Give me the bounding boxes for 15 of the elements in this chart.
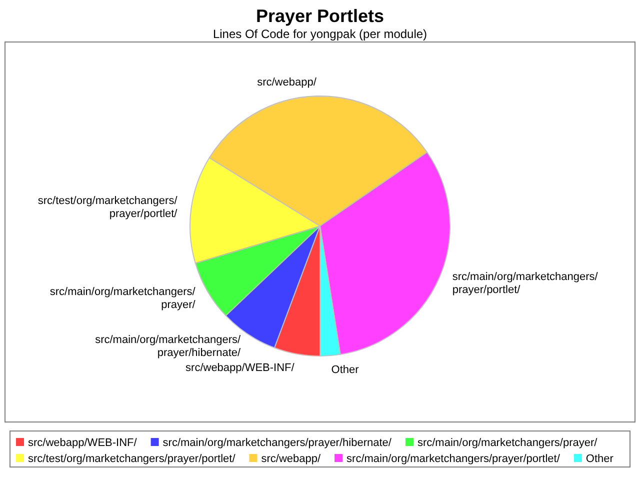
legend-label: src/main/org/marketchangers/prayer/ [417,437,598,449]
slice-label: src/webapp/ [257,76,318,89]
chart-subtitle: Lines Of Code for yongpak (per module) [212,27,428,41]
legend-label: src/test/org/marketchangers/prayer/portlet/ [28,453,236,465]
legend-label: src/webapp/ [261,453,322,465]
legend-label: src/main/org/marketchangers/prayer/portlet/ [346,453,561,465]
legend-label: src/webapp/WEB-INF/ [28,437,138,449]
slice-label: Other [331,364,360,376]
legend-label: Other [586,453,614,465]
slice-label: src/webapp/WEB-INF/ [186,362,296,374]
legend-label: src/main/org/marketchangers/prayer/hibernate/ [162,437,392,449]
slice-label: src/main/org/marketchangers/prayer/portlet/ [452,270,599,296]
slice-label: src/test/org/marketchangers/prayer/portlet/ [38,195,178,220]
slice-label: src/main/org/marketchangers/prayer/ [50,286,196,312]
chart-title: Prayer Portlets [256,6,384,26]
